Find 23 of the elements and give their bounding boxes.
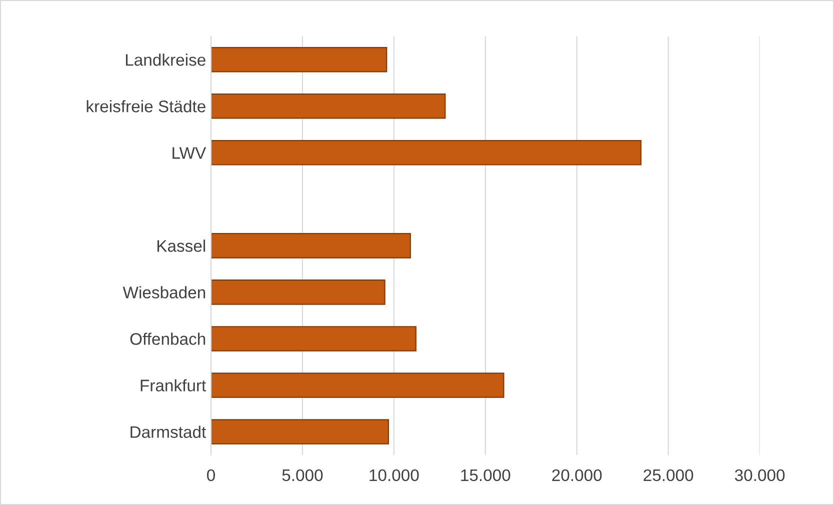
x-tick-label: 0: [207, 469, 215, 482]
y-tick-label: Darmstadt: [130, 426, 206, 438]
y-tick-label: Wiesbaden: [122, 286, 206, 298]
bar: [211, 280, 386, 305]
bar: [211, 46, 388, 72]
bar: [211, 140, 642, 166]
y-tick-label: kreisfreie Städte: [86, 100, 206, 112]
y-tick-label: Landkreise: [126, 54, 206, 66]
x-tick-label: 5.000: [282, 469, 323, 482]
y-tick-label: Kassel: [157, 240, 206, 252]
bar: [211, 93, 446, 119]
x-tick-label: 15.000: [461, 469, 510, 482]
bar: [211, 326, 416, 352]
x-tick-label: 30.000: [734, 469, 785, 482]
x-tick-label: 20.000: [552, 469, 602, 482]
x-tick-label: 10.000: [370, 469, 419, 482]
y-tick-label: Frankfurt: [140, 379, 206, 392]
bar: [211, 372, 504, 398]
y-tick-label: Offenbach: [130, 332, 206, 345]
bar: [211, 233, 411, 258]
y-tick-label: LWV: [172, 147, 206, 159]
x-tick-label: 25.000: [644, 469, 694, 482]
bar: [211, 419, 389, 444]
